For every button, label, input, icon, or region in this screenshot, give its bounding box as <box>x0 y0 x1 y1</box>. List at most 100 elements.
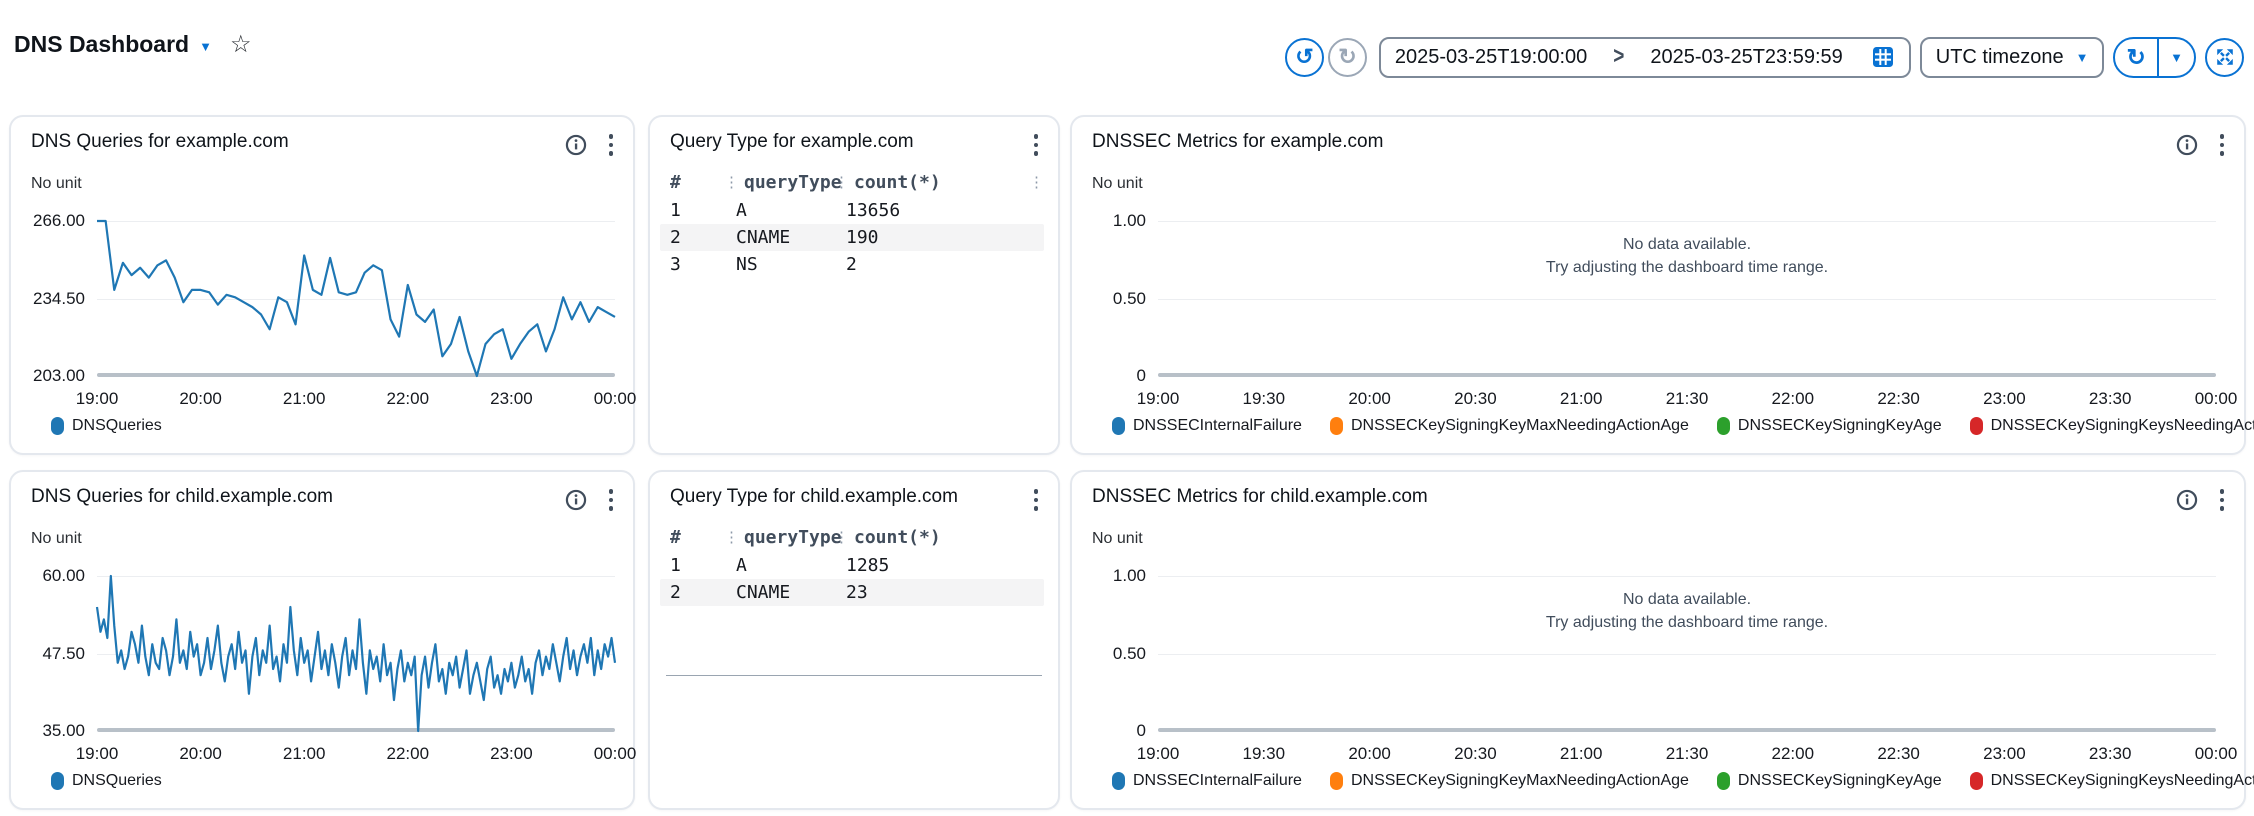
x-tick-label: 19:30 <box>1242 389 1286 408</box>
gridline <box>1158 221 2216 222</box>
column-handle-icon[interactable]: ⋮ <box>834 173 849 191</box>
kebab-menu-icon[interactable] <box>2216 131 2229 159</box>
x-tick-label: 22:00 <box>1771 744 1815 763</box>
gridline <box>97 298 615 300</box>
legend-item[interactable]: DNSSECKeySigningKeysNeedingAction <box>1969 417 2254 435</box>
page-title: DNS Dashboard <box>14 31 190 57</box>
refresh-button[interactable]: ↻ <box>2126 43 2146 70</box>
undo-button[interactable]: ↺ <box>1284 37 1324 77</box>
gridline <box>1158 653 2216 655</box>
empty-line-chart[interactable]: 1.00 0.50 0 No data available. Try adjus… <box>1113 566 2216 740</box>
gridline <box>1158 298 2216 300</box>
legend-swatch <box>1969 772 1983 790</box>
kebab-menu-icon[interactable] <box>2216 486 2229 514</box>
x-tick-label: 00:00 <box>593 389 637 408</box>
x-tick-label: 21:30 <box>1665 389 1709 408</box>
x-tick-label: 19:00 <box>75 389 119 408</box>
x-tick-label: 20:30 <box>1454 744 1497 763</box>
table-row: 2 CNAME 190 <box>660 224 1044 251</box>
column-handle-icon[interactable]: ⋮ <box>724 173 739 191</box>
y-tick-label: 0 <box>1136 366 1146 385</box>
table-end-divider <box>666 675 1042 676</box>
x-tick-label: 21:00 <box>1559 744 1603 763</box>
x-axis: 19:00 20:00 21:00 22:00 23:00 00:00 <box>76 744 637 766</box>
refresh-options-caret-icon[interactable]: ▼ <box>2170 49 2183 65</box>
y-tick-label: 266.00 <box>33 211 85 230</box>
fullscreen-button[interactable] <box>2205 37 2244 77</box>
x-tick-label: 22:00 <box>386 744 430 763</box>
column-handle-icon[interactable]: ⋮ <box>834 528 849 546</box>
y-tick-label: 47.50 <box>42 643 85 663</box>
timezone-select[interactable]: UTC timezone ▼ <box>1919 36 2105 78</box>
query-type-table: # ⋮ queryType ⋮ count(*) 1 A 1285 2 CNAME … <box>660 522 1044 676</box>
kebab-menu-icon[interactable] <box>1030 131 1043 159</box>
x-tick-label: 23:00 <box>490 389 533 408</box>
cell-index: 2 <box>670 582 681 603</box>
legend-item[interactable]: DNSSECInternalFailure <box>1112 772 1302 790</box>
x-tick-label: 21:00 <box>282 744 326 763</box>
info-icon[interactable] <box>2176 134 2198 156</box>
start-time-value[interactable]: 2025-03-25T19:00:00 <box>1394 45 1588 68</box>
favorite-star-icon[interactable]: ☆ <box>229 31 252 58</box>
time-range-picker[interactable]: 2025-03-25T19:00:00 > 2025-03-25T23:59:5… <box>1378 36 1911 78</box>
x-tick-label: 21:00 <box>1559 389 1603 408</box>
column-header-index[interactable]: # <box>670 526 681 548</box>
gridline <box>97 576 615 577</box>
y-axis-unit-label: No unit <box>1092 530 1143 547</box>
table-header-row: # ⋮ queryType ⋮ count(*) ⋮ <box>660 167 1044 197</box>
timezone-value: UTC timezone <box>1935 45 2064 68</box>
column-header-index[interactable]: # <box>670 171 681 193</box>
x-axis: 19:00 20:00 21:00 22:00 23:00 00:00 <box>76 389 637 411</box>
legend-item[interactable]: DNSSECKeySigningKeysNeedingAction <box>1969 772 2254 790</box>
dashboard-menu-caret-icon[interactable]: ▼ <box>199 39 212 54</box>
x-tick-label: 22:00 <box>386 389 430 408</box>
panel-dnssec-metrics-example: DNSSEC Metrics for example.com No unit 1… <box>1070 115 2254 455</box>
cell-index: 1 <box>670 200 681 221</box>
column-header-querytype[interactable]: ⋮ queryType <box>724 526 842 548</box>
cell-querytype: A <box>736 555 747 576</box>
panel-title: DNS Queries for example.com <box>31 131 289 152</box>
info-icon[interactable] <box>565 489 587 511</box>
table-header-row: # ⋮ queryType ⋮ count(*) <box>660 522 1044 552</box>
cell-querytype: CNAME <box>736 582 791 603</box>
legend-item[interactable]: DNSSECKeySigningKeyAge <box>1716 417 1942 435</box>
cell-querytype: NS <box>736 254 758 275</box>
y-tick-label: 203.00 <box>33 366 85 385</box>
panel-title: Query Type for child.example.com <box>670 486 958 507</box>
y-axis-unit-label: No unit <box>31 530 82 547</box>
legend-item[interactable]: DNSSECKeySigningKeyMaxNeedingActionAge <box>1329 417 1689 435</box>
legend-item[interactable]: DNSSECInternalFailure <box>1112 417 1302 435</box>
column-header-count[interactable]: ⋮ count(*) <box>834 526 941 548</box>
column-header-count[interactable]: ⋮ count(*) <box>834 171 941 193</box>
info-icon[interactable] <box>2176 489 2198 511</box>
column-handle-icon[interactable]: ⋮ <box>1029 173 1044 191</box>
legend-item[interactable]: DNSQueries <box>51 772 162 790</box>
empty-line-chart[interactable]: 1.00 0.50 0 No data available. Try adjus… <box>1113 211 2216 385</box>
x-tick-label: 20:30 <box>1454 389 1497 408</box>
legend-item[interactable]: DNSQueries <box>51 417 162 435</box>
x-axis: 19:00 19:30 20:00 20:30 21:00 21:30 22:0… <box>1137 389 2238 411</box>
x-tick-label: 23:00 <box>1983 389 2026 408</box>
legend-swatch <box>1112 772 1125 790</box>
calendar-icon[interactable] <box>1871 45 1895 69</box>
legend-swatch <box>51 772 64 790</box>
kebab-menu-icon[interactable] <box>605 486 618 514</box>
y-tick-label: 0.50 <box>1112 643 1146 663</box>
end-time-value[interactable]: 2025-03-25T23:59:59 <box>1650 45 1843 68</box>
info-icon[interactable] <box>565 134 587 156</box>
y-axis-unit-label: No unit <box>31 175 82 192</box>
kebab-menu-icon[interactable] <box>605 131 618 159</box>
redo-button[interactable]: ↻ <box>1327 37 1367 77</box>
legend-label: DNSSECInternalFailure <box>1133 417 1302 434</box>
chevron-right-icon: > <box>1613 43 1625 70</box>
legend-item[interactable]: DNSSECKeySigningKeyMaxNeedingActionAge <box>1329 772 1689 790</box>
x-tick-label: 21:30 <box>1665 744 1709 763</box>
kebab-menu-icon[interactable] <box>1030 486 1043 514</box>
line-chart[interactable]: 60.00 47.50 35.00 <box>42 566 615 740</box>
cell-index: 1 <box>670 555 681 576</box>
column-header-querytype[interactable]: ⋮ queryType <box>724 171 842 193</box>
legend-item[interactable]: DNSSECKeySigningKeyAge <box>1716 772 1942 790</box>
x-tick-label: 19:00 <box>1136 744 1180 763</box>
line-chart[interactable]: 266.00 234.50 203.00 <box>33 211 615 385</box>
column-handle-icon[interactable]: ⋮ <box>724 528 739 546</box>
